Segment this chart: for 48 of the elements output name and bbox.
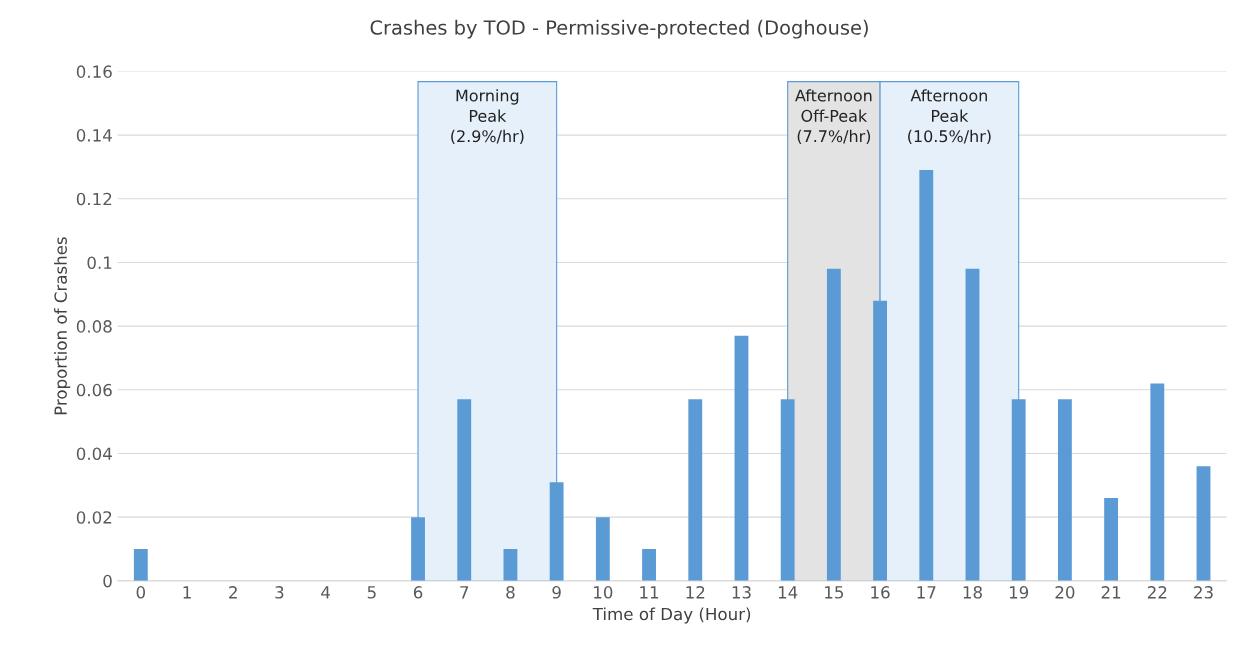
x-tick-label: 1	[183, 586, 191, 599]
bar	[734, 335, 749, 581]
band-label: Afternoon Off-Peak (7.7%/hr)	[795, 89, 872, 145]
bar	[1057, 399, 1072, 581]
x-tick-label: 20	[1055, 586, 1075, 599]
x-tick-label: 19	[1009, 586, 1029, 599]
x-tick-label: 8	[506, 586, 515, 599]
x-tick-label: 22	[1147, 586, 1167, 599]
bar	[1196, 466, 1211, 581]
bar	[1104, 498, 1119, 581]
x-tick-label: 17	[917, 586, 936, 599]
y-tick-label: 0.06	[76, 383, 112, 397]
bar	[595, 517, 610, 581]
chart-title: Crashes by TOD - Permissive-protected (Doghouse)	[370, 19, 868, 39]
y-tick-label: 0	[103, 574, 112, 588]
x-tick-label: 6	[413, 586, 423, 599]
x-tick-label: 21	[1101, 586, 1121, 599]
x-tick-label: 18	[963, 586, 982, 599]
x-tick-label: 12	[686, 586, 705, 599]
bar	[1150, 383, 1165, 581]
y-tick-label: 0.02	[76, 511, 112, 524]
x-tick-label: 4	[321, 586, 330, 599]
y-tick-label: 0.08	[76, 320, 112, 333]
bar	[133, 549, 148, 581]
x-tick-label: 16	[871, 586, 890, 599]
bar	[642, 549, 656, 581]
x-tick-label: 7	[460, 586, 469, 599]
x-tick-label: 13	[732, 586, 751, 599]
x-tick-label: 2	[229, 586, 237, 599]
x-tick-label: 11	[640, 586, 659, 599]
y-tick-label: 0.04	[76, 447, 112, 461]
y-tick-label: 0.1	[87, 256, 112, 270]
x-tick-label: 0	[136, 586, 145, 599]
x-tick-label: 5	[367, 586, 376, 599]
y-tick-label: 0.16	[76, 65, 112, 78]
y-tick-label: 0.12	[76, 192, 112, 206]
x-tick-label: 14	[778, 586, 798, 599]
x-tick-label: 3	[275, 586, 284, 599]
x-tick-label: 23	[1194, 586, 1213, 599]
x-axis-title: Time of Day (Hour)	[592, 607, 751, 624]
x-tick-label: 10	[594, 586, 613, 599]
y-axis-title: Proportion of Crashes	[54, 237, 71, 415]
x-tick-label: 15	[825, 586, 844, 599]
y-tick-label: 0.14	[76, 129, 112, 142]
band-label: Afternoon Peak (10.5%/hr)	[908, 89, 991, 145]
bar	[688, 399, 703, 581]
x-tick-label: 9	[552, 586, 561, 599]
band-label: Morning Peak (2.9%/hr)	[451, 89, 524, 145]
